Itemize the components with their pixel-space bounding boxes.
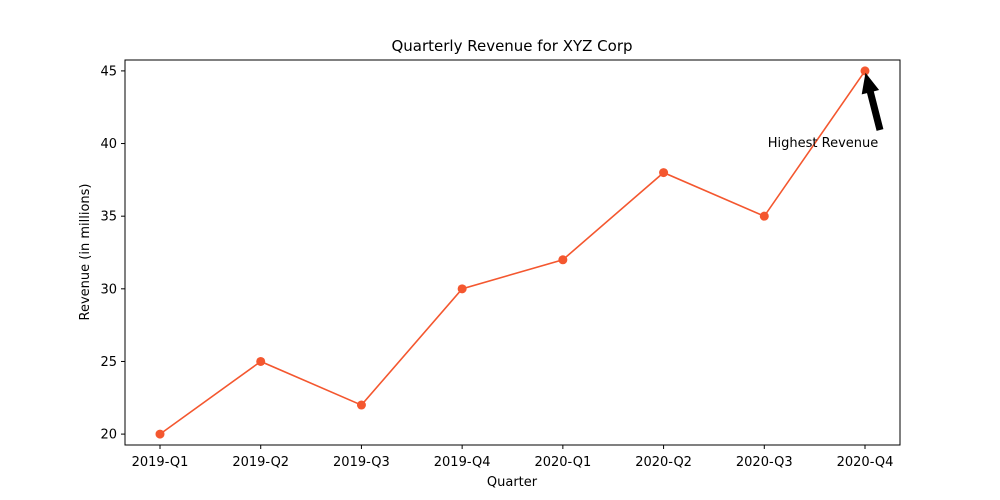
data-point: [860, 66, 870, 76]
x-axis-label: Quarter: [487, 475, 538, 490]
y-tick-label: 35: [100, 210, 117, 225]
data-point: [659, 168, 669, 178]
y-tick-label: 40: [100, 137, 117, 152]
annotation-label: Highest Revenue: [768, 136, 879, 151]
series-line: [159, 70, 866, 435]
y-tick-label: 45: [100, 64, 117, 79]
x-tick-label: 2019-Q3: [333, 455, 390, 470]
x-tick-label: 2019-Q4: [434, 455, 491, 470]
data-point: [759, 211, 769, 221]
x-tick-label: 2019-Q2: [232, 455, 289, 470]
data-point: [155, 429, 165, 439]
y-tick-label: 30: [100, 282, 117, 297]
x-tick-label: 2020-Q1: [534, 455, 591, 470]
chart-title: Quarterly Revenue for XYZ Corp: [391, 37, 632, 55]
data-point: [256, 356, 266, 366]
data-point: [457, 284, 467, 294]
x-tick-label: 2020-Q3: [736, 455, 793, 470]
plot-area-frame: [124, 59, 901, 446]
data-point: [558, 255, 568, 265]
y-axis-label: Revenue (in millions): [78, 184, 93, 321]
y-tick-label: 20: [100, 428, 117, 443]
annotation-arrow: [861, 72, 884, 131]
data-point: [356, 400, 366, 410]
x-tick-label: 2020-Q2: [635, 455, 692, 470]
x-tick-label: 2020-Q4: [837, 455, 894, 470]
x-tick-label: 2019-Q1: [132, 455, 189, 470]
y-tick-label: 25: [100, 355, 117, 370]
